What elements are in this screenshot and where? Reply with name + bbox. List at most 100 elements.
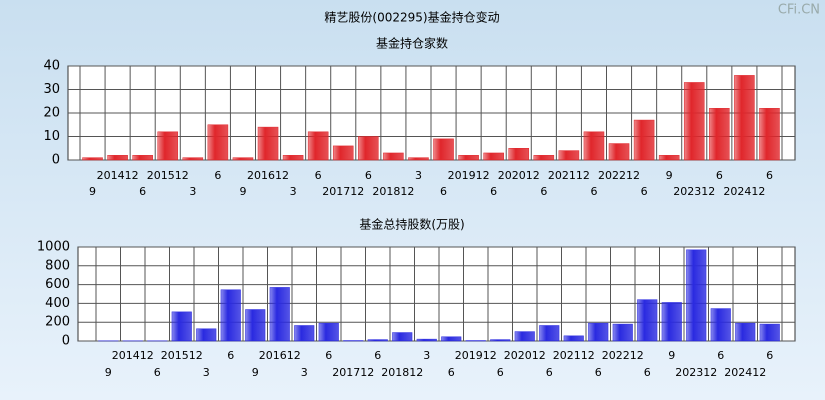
bar [441,336,462,342]
x-tick-label: 3 [423,349,430,362]
x-tick-label: 202412 [724,366,766,379]
y-tick-label: 40 [43,59,60,74]
x-tick-label: 202412 [723,185,765,198]
y-tick-label: 0 [52,153,60,168]
bar [563,335,584,342]
x-tick-label: 201912 [455,349,497,362]
bar [458,155,479,161]
bar [182,157,204,161]
bar [220,289,241,342]
bar [232,157,254,161]
bar [82,157,103,161]
y-tick-label: 600 [45,277,70,292]
x-tick-label: 6 [154,366,161,379]
bar [318,322,339,342]
x-tick-label: 201712 [332,366,374,379]
x-tick-label: 6 [641,185,648,198]
x-tick-label: 6 [214,169,221,182]
bar [508,148,530,161]
x-tick-label: 201512 [147,169,189,182]
x-tick-label: 202112 [548,169,590,182]
bar [433,138,454,161]
y-tick-label: 200 [45,315,70,330]
bar [539,325,560,342]
bar [612,323,633,342]
x-tick-label: 3 [189,185,196,198]
x-tick-label: 202312 [673,185,715,198]
bar [759,323,780,342]
page-title: 精艺股份(002295)基金持仓变动 [324,10,499,25]
x-tick-label: 6 [227,349,234,362]
x-tick-label: 6 [497,366,504,379]
x-tick-label: 9 [105,366,112,379]
x-tick-label: 201512 [161,349,203,362]
x-tick-label: 3 [301,366,308,379]
x-tick-label: 202212 [602,349,644,362]
x-tick-label: 6 [448,366,455,379]
x-tick-label: 6 [365,169,372,182]
bar [710,308,731,342]
x-tick-label: 6 [766,169,773,182]
bar [257,126,279,161]
bar [683,82,705,161]
bar [416,338,437,342]
x-tick-label: 3 [415,169,422,182]
x-tick-label: 202112 [553,349,595,362]
bar [608,143,630,161]
x-tick-label: 201712 [322,185,364,198]
x-tick-label: 202212 [598,169,640,182]
bar [709,108,730,161]
x-tick-label: 6 [590,185,597,198]
x-tick-label: 6 [374,349,381,362]
bar [558,150,580,161]
bar [483,152,504,161]
x-tick-label: 201412 [112,349,154,362]
x-tick-label: 201412 [97,169,139,182]
bar [661,302,682,342]
x-tick-label: 6 [766,349,773,362]
x-tick-label: 6 [139,185,146,198]
bar [490,339,511,342]
x-tick-label: 202012 [504,349,546,362]
x-tick-label: 9 [666,169,673,182]
x-tick-label: 201812 [381,366,423,379]
bar [358,136,379,161]
bar [392,332,413,342]
bar [132,155,153,161]
watermark: CFi.CN [778,3,820,18]
bar [686,249,707,342]
bar [294,325,315,342]
bar [637,299,658,342]
x-tick-label: 202312 [675,366,717,379]
chart-title: 基金持仓家数 [376,36,448,51]
x-tick-label: 6 [490,185,497,198]
x-tick-label: 3 [290,185,297,198]
y-tick-label: 20 [43,106,60,121]
bar [588,322,609,342]
bar [269,287,290,342]
x-tick-label: 6 [644,366,651,379]
bar [759,108,780,161]
x-tick-label: 9 [89,185,96,198]
x-tick-label: 201812 [372,185,414,198]
bar [408,157,429,161]
bar [107,155,128,161]
x-tick-label: 202012 [498,169,540,182]
bar [307,131,329,161]
x-tick-label: 201612 [247,169,289,182]
x-tick-label: 9 [239,185,246,198]
x-tick-label: 201912 [448,169,490,182]
bar [332,145,354,161]
bar [633,119,655,161]
bar [282,155,304,161]
x-tick-label: 201612 [259,349,301,362]
bar [735,322,756,342]
bar [583,131,605,161]
x-tick-label: 6 [546,366,553,379]
x-tick-label: 9 [252,366,259,379]
bar [383,152,404,161]
chart-title: 基金总持股数(万股) [359,217,464,232]
x-tick-label: 6 [717,349,724,362]
bar [245,309,266,342]
